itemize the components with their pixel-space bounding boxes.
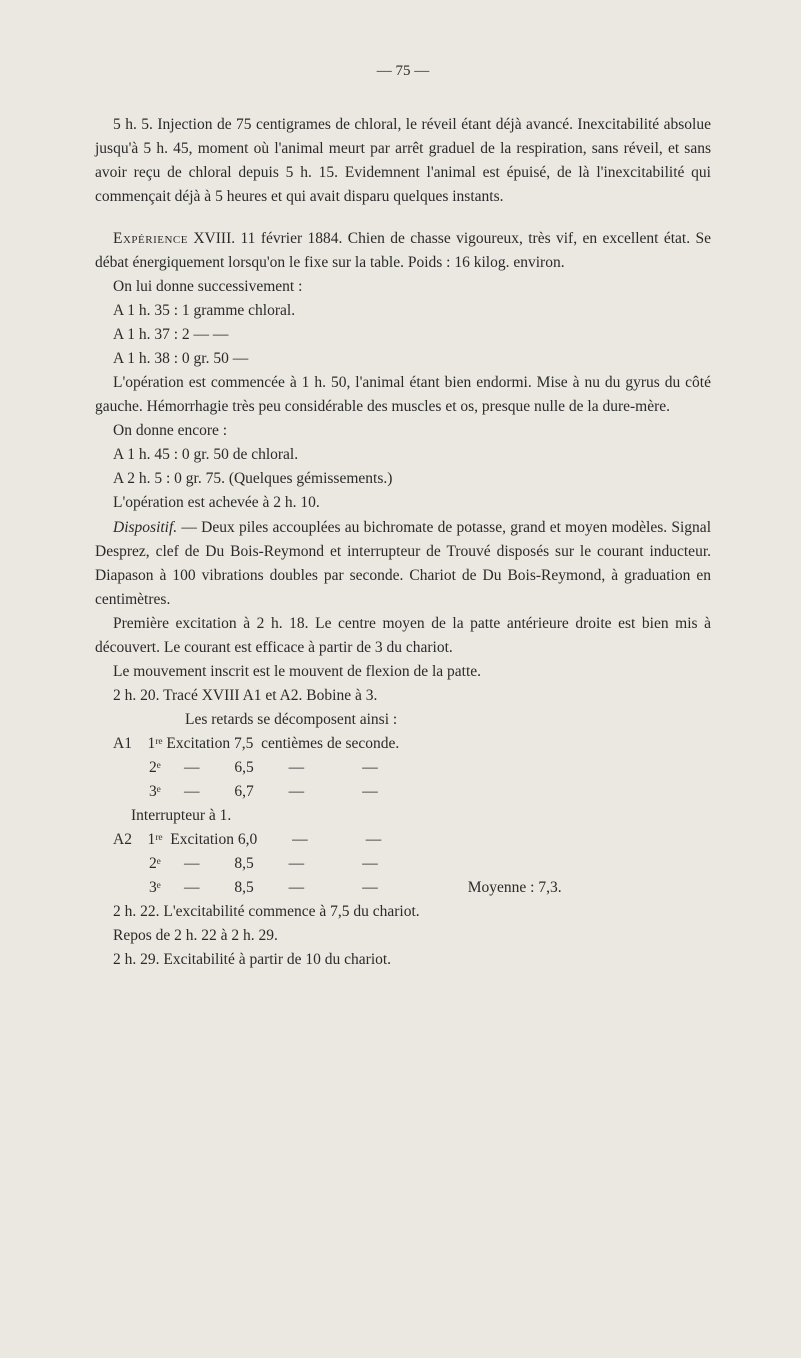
- paragraph-premiere-excitation: Première excitation à 2 h. 18. Le centre…: [95, 612, 711, 660]
- data-line-5: A 2 h. 5 : 0 gr. 75. (Quelques gémisseme…: [95, 467, 711, 491]
- paragraph-achevee: L'opération est achevée à 2 h. 10.: [95, 491, 711, 515]
- paragraph-donne: On lui donne successivement :: [95, 275, 711, 299]
- paragraph-trace: 2 h. 20. Tracé XVIII A1 et A2. Bobine à …: [95, 684, 711, 708]
- paragraph-encore: On donne encore :: [95, 419, 711, 443]
- page-number: — 75 —: [95, 60, 711, 83]
- data-a1-2: 2ᵉ — 6,5 — —: [95, 756, 711, 780]
- data-a1-1: A1 1ʳᵉ Excitation 7,5 centièmes de secon…: [95, 732, 711, 756]
- data-line-1: A 1 h. 35 : 1 gramme chloral.: [95, 299, 711, 323]
- dispositif-text: — Deux piles accouplées au bichromate de…: [95, 519, 711, 608]
- paragraph-repos: Repos de 2 h. 22 à 2 h. 29.: [95, 924, 711, 948]
- paragraph-excitabilite: 2 h. 22. L'excitabilité commence à 7,5 d…: [95, 900, 711, 924]
- data-line-2: A 1 h. 37 : 2 — —: [95, 323, 711, 347]
- data-a2-3-values: 3ᵉ — 8,5 — —: [95, 876, 378, 900]
- dispositif-label: Dispositif.: [113, 519, 177, 536]
- paragraph-operation: L'opération est commencée à 1 h. 50, l'a…: [95, 371, 711, 419]
- paragraph-injection: 5 h. 5. Injection de 75 centigrames de c…: [95, 113, 711, 209]
- paragraph-excitabilite-2: 2 h. 29. Excitabilité à partir de 10 du …: [95, 948, 711, 972]
- experience-text: XVIII. 11 février 1884. Chien de chasse …: [95, 230, 711, 271]
- experience-label: Expérience: [113, 230, 188, 247]
- data-a1-3: 3ᵉ — 6,7 — —: [95, 780, 711, 804]
- paragraph-mouvement: Le mouvement inscrit est le mouvent de f…: [95, 660, 711, 684]
- document-page: — 75 — 5 h. 5. Injection de 75 centigram…: [0, 0, 801, 1032]
- paragraph-experience: Expérience XVIII. 11 février 1884. Chien…: [95, 227, 711, 275]
- data-a2-2: 2ᵉ — 8,5 — —: [95, 852, 711, 876]
- paragraph-interrupteur: Interrupteur à 1.: [95, 804, 711, 828]
- data-a2-1: A2 1ʳᵉ Excitation 6,0 — —: [95, 828, 711, 852]
- data-line-4: A 1 h. 45 : 0 gr. 50 de chloral.: [95, 443, 711, 467]
- paragraph-retards: Les retards se décomposent ainsi :: [95, 708, 711, 732]
- data-line-3: A 1 h. 38 : 0 gr. 50 —: [95, 347, 711, 371]
- moyenne-value: Moyenne : 7,3.: [468, 876, 562, 900]
- data-a2-3: 3ᵉ — 8,5 — — Moyenne : 7,3.: [95, 876, 711, 900]
- paragraph-dispositif: Dispositif. — Deux piles accouplées au b…: [95, 516, 711, 612]
